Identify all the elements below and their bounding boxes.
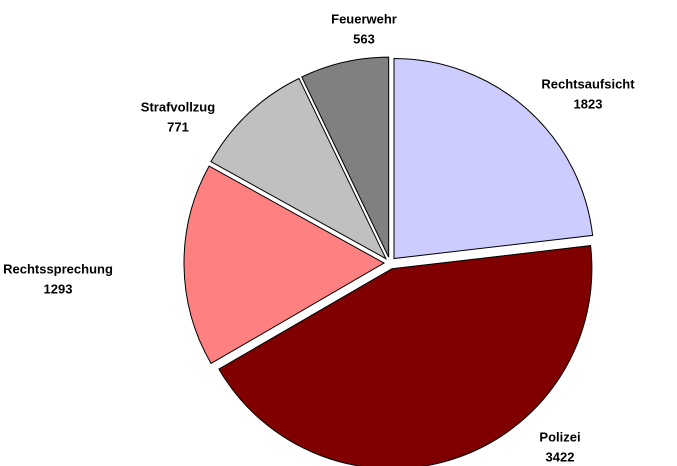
slice-label: Feuerwehr [331, 11, 397, 26]
slice-value: 1293 [44, 281, 73, 296]
slice-label: Strafvollzug [141, 99, 215, 114]
slice-value: 563 [353, 31, 375, 46]
pie-slice [183, 165, 386, 365]
slice-label: Polizei [539, 429, 580, 444]
slice-value: 3422 [546, 449, 575, 464]
slice-value: 1823 [574, 96, 603, 111]
slice-label: Rechtssprechung [3, 261, 113, 276]
pie-slice [301, 56, 390, 258]
pie-slice [393, 58, 594, 260]
slice-label: Rechtsaufsicht [541, 76, 635, 91]
pie-slice [218, 245, 593, 466]
pie-slice [210, 77, 388, 260]
slice-value: 771 [167, 119, 189, 134]
